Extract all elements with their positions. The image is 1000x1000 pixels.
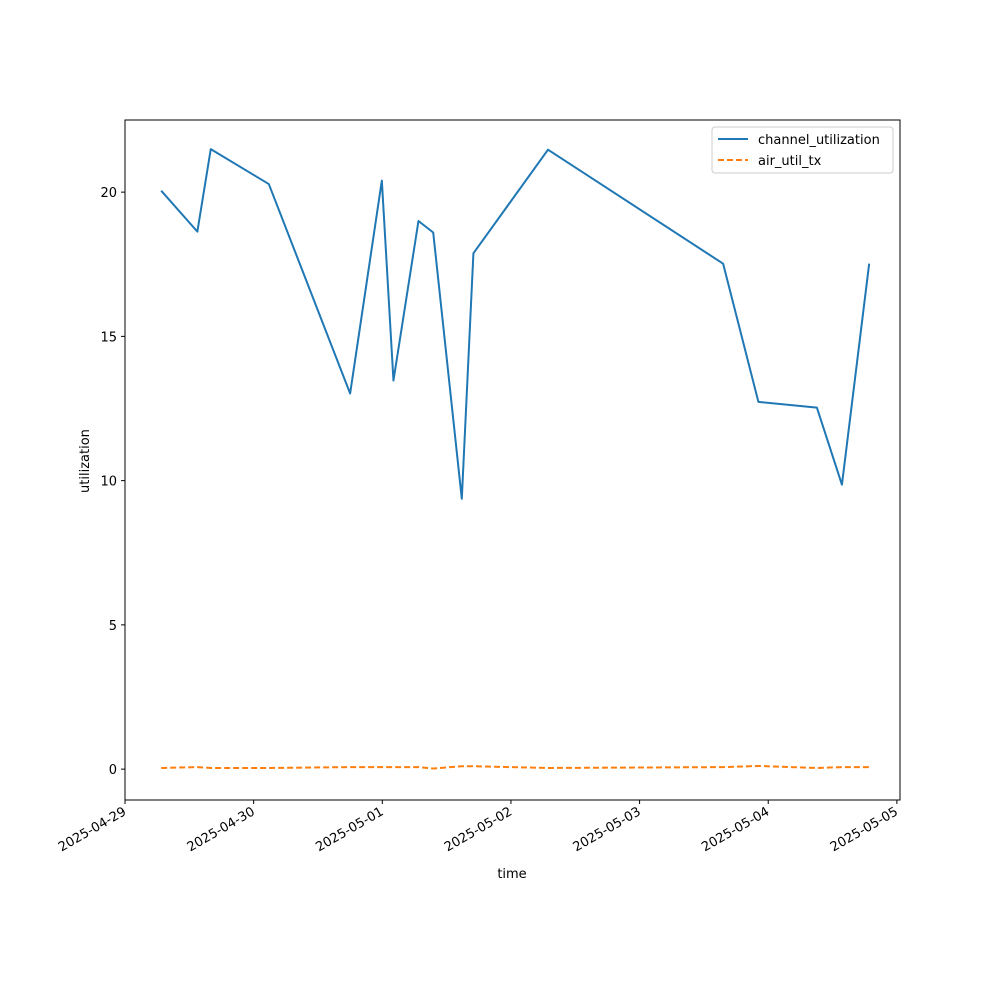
y-axis: 0 5 10 15 20 xyxy=(100,186,125,778)
legend-label-air-util-tx: air_util_tx xyxy=(758,154,822,169)
legend-box xyxy=(711,126,894,174)
series-line-air-util-tx xyxy=(161,764,870,770)
y-tick-label: 15 xyxy=(100,330,117,345)
x-axis-label: time xyxy=(497,867,526,882)
y-axis-label: utilization xyxy=(78,429,93,493)
legend-label-channel-utilization: channel_utilization xyxy=(758,133,880,148)
y-tick-label: 10 xyxy=(100,475,117,490)
series-layer xyxy=(160,148,871,770)
series-line-channel-utilization xyxy=(160,148,871,500)
y-tick-label: 5 xyxy=(109,619,117,634)
y-tick-label: 0 xyxy=(109,763,117,778)
y-tick-label: 20 xyxy=(100,186,117,201)
plot-frame xyxy=(124,119,901,801)
legend: channel_utilization air_util_tx xyxy=(711,126,894,174)
